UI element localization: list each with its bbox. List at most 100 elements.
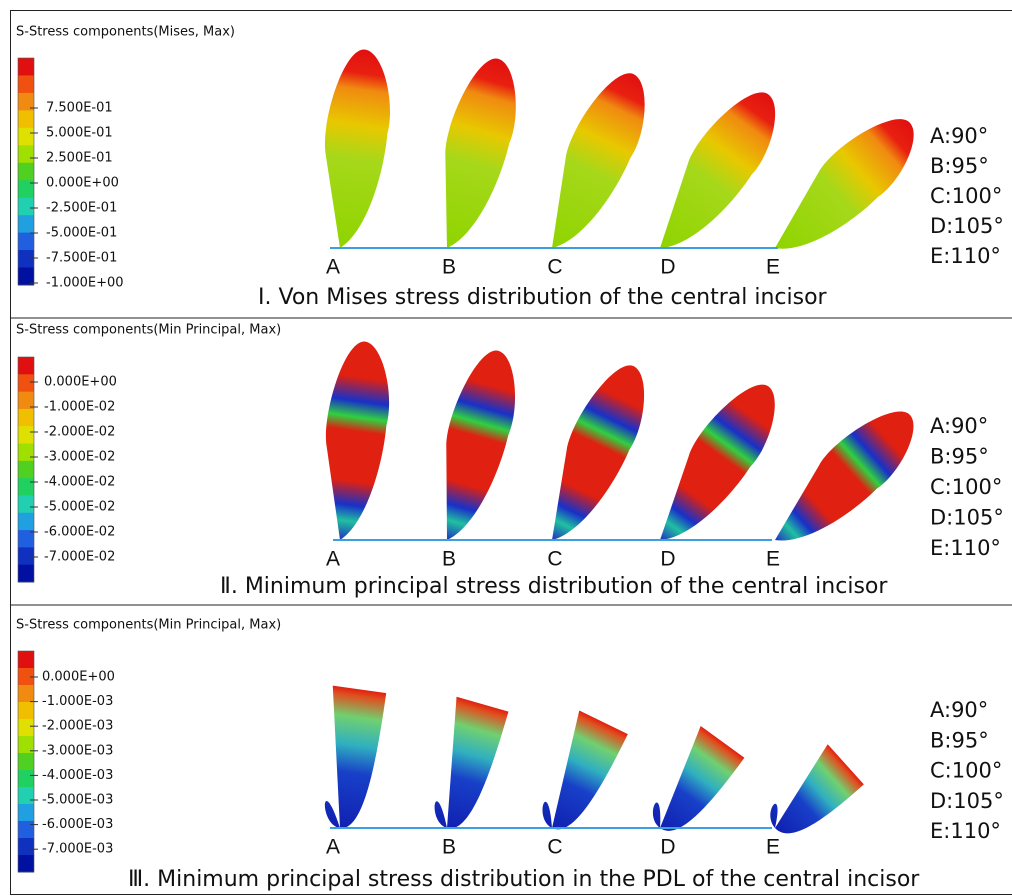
legend-swatch: [18, 58, 34, 76]
angle-label: A:90°: [930, 698, 988, 722]
legend-swatch: [18, 75, 34, 93]
legend-swatch: [18, 163, 34, 181]
tooth-label: A: [326, 836, 340, 859]
tooth: [311, 338, 398, 544]
tooth: [638, 726, 744, 844]
legend-swatch: [18, 565, 34, 583]
legend-swatch: [18, 374, 34, 392]
legend-swatch: [18, 821, 34, 839]
angle-label: B:95°: [930, 445, 989, 469]
legend-swatch: [18, 770, 34, 788]
tooth-shape: [421, 697, 508, 836]
legend-swatch: [18, 215, 34, 233]
tooth-shape: [525, 355, 663, 554]
angle-label: C:100°: [930, 475, 1002, 499]
tooth-label: A: [326, 256, 340, 279]
angle-label: A:90°: [930, 414, 988, 438]
angle-label: A:90°: [930, 124, 988, 148]
legend-label: 0.000E+00: [44, 375, 117, 390]
legend-label: -2.000E-02: [44, 425, 115, 440]
legend-label: -5.000E-01: [46, 226, 117, 241]
legend-swatch: [18, 855, 34, 873]
legend-swatch: [18, 651, 34, 669]
tooth-shape: [311, 338, 398, 544]
legend-swatch: [18, 444, 34, 462]
tooth-shape: [313, 686, 386, 832]
legend-swatch: [18, 250, 34, 268]
tooth-shape: [755, 102, 933, 271]
tooth: [419, 343, 531, 548]
tooth: [528, 710, 628, 839]
tooth-label: D: [660, 836, 675, 859]
legend-swatch: [18, 409, 34, 427]
angle-label: E:110°: [930, 244, 1001, 268]
legend-label: 2.500E-01: [46, 151, 113, 166]
legend-title: S-Stress components(Mises, Max): [16, 25, 235, 40]
legend-label: -4.000E-02: [44, 475, 115, 490]
tooth-shape: [757, 744, 864, 848]
legend-swatch: [18, 753, 34, 771]
legend-swatch: [18, 478, 34, 496]
angle-label: C:100°: [930, 759, 1002, 783]
tooth: [525, 62, 665, 262]
legend-swatch: [18, 128, 34, 146]
caption: Ⅰ. Von Mises stress distribution of the …: [258, 285, 828, 310]
legend-swatch: [18, 461, 34, 479]
tooth-label: D: [660, 256, 675, 279]
legend-title: S-Stress components(Min Principal, Max): [16, 323, 281, 338]
legend-swatch: [18, 547, 34, 565]
legend-swatch: [18, 357, 34, 375]
tooth-shape: [419, 343, 531, 548]
tooth-label: B: [442, 256, 456, 279]
legend-swatch: [18, 513, 34, 531]
legend-label: -5.000E-03: [42, 793, 113, 808]
tooth-label: C: [547, 256, 562, 279]
angle-label: B:95°: [930, 728, 989, 752]
legend-swatch: [18, 426, 34, 444]
legend-swatch: [18, 787, 34, 805]
legend-label: -2.500E-01: [46, 201, 117, 216]
legend-swatch: [18, 719, 34, 737]
legend-swatch: [18, 530, 34, 548]
legend-label: 0.000E+00: [42, 670, 115, 685]
legend-swatch: [18, 495, 34, 513]
angle-label: E:110°: [930, 536, 1001, 560]
tooth-shape: [755, 395, 932, 563]
tooth: [313, 686, 386, 832]
legend-label: -3.000E-02: [44, 450, 115, 465]
figure: S-Stress components(Mises, Max) 7.500E-01…: [0, 0, 1012, 896]
tooth-shape: [418, 51, 532, 256]
legend-label: -5.000E-02: [44, 500, 115, 515]
angle-label: D:105°: [930, 789, 1004, 813]
legend-label: 7.500E-01: [46, 101, 113, 116]
tooth-shape: [528, 710, 628, 839]
tooth: [635, 78, 796, 267]
tooth-shape: [635, 78, 796, 267]
tooth-label: E: [766, 548, 780, 571]
tooth: [310, 46, 399, 253]
tooth-label: C: [547, 548, 562, 571]
legend-label: -1.000E+00: [46, 276, 124, 291]
angle-label: D:105°: [930, 506, 1004, 530]
legend-swatch: [18, 233, 34, 251]
tooth-shape: [310, 46, 399, 253]
tooth: [421, 697, 508, 836]
legend-label: -7.500E-01: [46, 251, 117, 266]
caption: Ⅲ. Minimum principal stress distribution…: [128, 867, 920, 892]
legend-label: 5.000E-01: [46, 126, 113, 141]
caption: Ⅱ. Minimum principal stress distribution…: [220, 574, 888, 599]
tooth-label: B: [442, 548, 456, 571]
tooth-shape: [638, 726, 744, 844]
angle-label: D:105°: [930, 214, 1004, 238]
legend-swatch: [18, 838, 34, 856]
tooth-label: A: [326, 548, 340, 571]
legend-label: -2.000E-03: [42, 719, 113, 734]
tooth-label: D: [660, 548, 675, 571]
legend-swatch: [18, 702, 34, 720]
legend-label: -1.000E-02: [44, 400, 115, 415]
tooth-shape: [636, 371, 795, 558]
legend-swatch: [18, 685, 34, 703]
legend-label: -7.000E-02: [44, 550, 115, 565]
angle-label: E:110°: [930, 819, 1001, 843]
legend-label: -4.000E-03: [42, 768, 113, 783]
